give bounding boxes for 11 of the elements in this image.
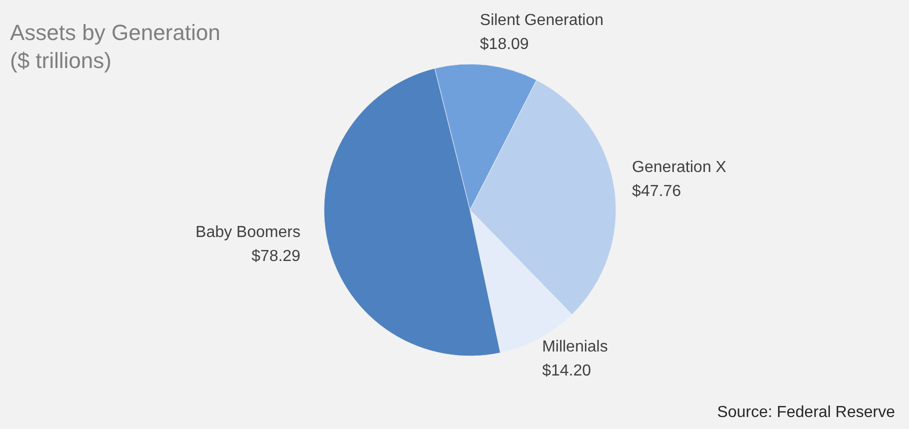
text: ($ trillions)	[10, 48, 112, 73]
data-label: $47.76	[632, 183, 682, 200]
data-label: $78.29	[252, 248, 301, 266]
slice-label: Baby Boomers	[196, 224, 300, 242]
data-label: $18.09	[480, 36, 529, 54]
slice-label: Millenials	[542, 338, 608, 356]
source-note: Source: Federal Reserve	[717, 404, 896, 421]
slice-label: Silent Generation	[480, 12, 604, 30]
data-label: $14.20	[542, 362, 592, 380]
slice-label: Generation X	[632, 159, 727, 176]
chart-title: Assets by Generation	[10, 20, 220, 45]
